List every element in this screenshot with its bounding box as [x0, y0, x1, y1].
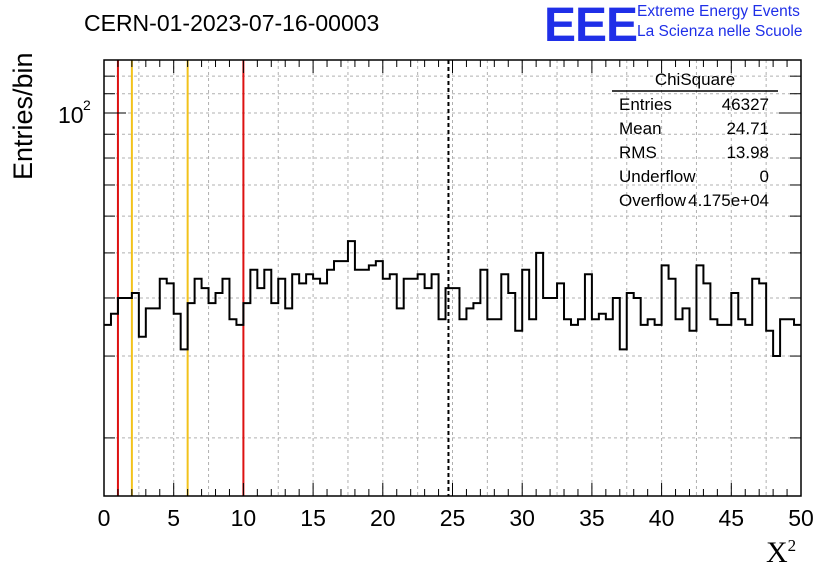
x-tick-label: 25 — [440, 505, 466, 531]
stats-box-title: ChiSquare — [655, 70, 735, 89]
stats-row-value: 0 — [760, 167, 769, 186]
stats-row-value: 46327 — [722, 95, 769, 114]
x-tick-label: 20 — [370, 505, 396, 531]
x-axis-label: X2 — [766, 536, 796, 570]
stats-row-value: 4.175e+04 — [688, 191, 769, 210]
stats-row-label: RMS — [619, 143, 657, 162]
y-tick-label-superscript: 2 — [83, 97, 91, 113]
stats-row-label: Entries — [619, 95, 672, 114]
logo-line-2: La Scienza nelle Scuole — [637, 23, 803, 40]
x-tick-label: 0 — [98, 505, 111, 531]
stats-row-value: 13.98 — [726, 143, 769, 162]
x-tick-label: 5 — [167, 505, 180, 531]
x-tick-label: 35 — [579, 505, 605, 531]
page-title: CERN-01-2023-07-16-00003 — [84, 10, 380, 36]
y-tick-label: 10 — [58, 102, 84, 128]
x-tick-label: 15 — [300, 505, 326, 531]
x-axis-label-superscript: 2 — [787, 536, 797, 555]
stats-row-label: Underflow — [619, 167, 696, 186]
histogram-line — [104, 240, 801, 358]
stats-row-label: Overflow — [619, 191, 687, 210]
x-tick-label: 40 — [649, 505, 675, 531]
x-axis-label-base: X — [766, 536, 788, 569]
x-tick-label: 45 — [719, 505, 745, 531]
x-tick-label: 50 — [788, 505, 814, 531]
eee-logo: EEE — [544, 0, 638, 52]
logo-line-1: Extreme Energy Events — [637, 3, 800, 20]
x-tick-label: 30 — [509, 505, 535, 531]
stats-row-value: 24.71 — [726, 119, 769, 138]
x-tick-label: 10 — [231, 505, 257, 531]
stats-row-label: Mean — [619, 119, 662, 138]
